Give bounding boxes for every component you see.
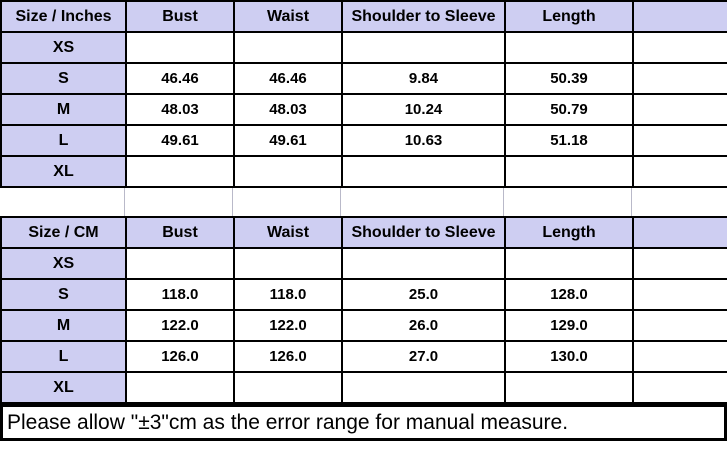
measurement-value-cell: 48.03 (233, 93, 343, 126)
column-header: Length (504, 0, 634, 33)
spacer-cell (632, 188, 727, 216)
size-label-cell: L (0, 124, 127, 157)
measurement-value-cell: 46.46 (233, 62, 343, 95)
size-label-cell: M (0, 309, 127, 342)
table-row: XL (0, 371, 727, 404)
measurement-value-cell (632, 278, 727, 311)
measurement-value-cell (341, 155, 506, 188)
measure-tolerance-note: Please allow "±3"cm as the error range f… (0, 404, 727, 441)
measurement-value-cell: 46.46 (125, 62, 235, 95)
size-label-cell: L (0, 340, 127, 373)
measurement-value-cell: 9.84 (341, 62, 506, 95)
measurement-value-cell: 126.0 (125, 340, 235, 373)
spacer-cell (341, 188, 504, 216)
measurement-value-cell (632, 309, 727, 342)
column-header: Bust (125, 0, 235, 33)
measurement-value-cell: 130.0 (504, 340, 634, 373)
measurement-value-cell (632, 247, 727, 280)
measurement-value-cell: 128.0 (504, 278, 634, 311)
table-row: XL (0, 155, 727, 188)
measurement-value-cell: 49.61 (125, 124, 235, 157)
size-label-cell: XS (0, 247, 127, 280)
measurement-value-cell (632, 31, 727, 64)
table-row: XS (0, 247, 727, 280)
size-label-cell: S (0, 62, 127, 95)
measurement-value-cell: 10.63 (341, 124, 506, 157)
measurement-value-cell (233, 31, 343, 64)
spacer-cell (125, 188, 233, 216)
table-spacer (0, 188, 727, 216)
measurement-value-cell: 49.61 (233, 124, 343, 157)
size-table-cm: Size / CM Bust Waist Shoulder to Sleeve Leng… (0, 216, 727, 404)
size-label-cell: XL (0, 155, 127, 188)
column-header: Bust (125, 216, 235, 249)
measurement-value-cell: 27.0 (341, 340, 506, 373)
measurement-value-cell (504, 155, 634, 188)
measurement-value-cell (632, 155, 727, 188)
table-row: S 118.0 118.0 25.0 128.0 (0, 278, 727, 311)
empty-header (632, 0, 727, 33)
measurement-value-cell (632, 124, 727, 157)
size-label-cell: XS (0, 31, 127, 64)
measurement-value-cell (125, 31, 235, 64)
column-header: Waist (233, 0, 343, 33)
measurement-value-cell: 50.39 (504, 62, 634, 95)
measurement-value-cell (632, 93, 727, 126)
measurement-value-cell (341, 247, 506, 280)
measurement-value-cell (233, 371, 343, 404)
table-row: M 48.03 48.03 10.24 50.79 (0, 93, 727, 126)
table-row: S 46.46 46.46 9.84 50.39 (0, 62, 727, 95)
measurement-value-cell: 25.0 (341, 278, 506, 311)
column-header: Shoulder to Sleeve (341, 216, 506, 249)
table-row: XS (0, 31, 727, 64)
header-row: Size / CM Bust Waist Shoulder to Sleeve Leng… (0, 216, 727, 249)
size-label-cell: XL (0, 371, 127, 404)
measurement-value-cell (233, 247, 343, 280)
table-row: L 126.0 126.0 27.0 130.0 (0, 340, 727, 373)
size-label-cell: S (0, 278, 127, 311)
column-header: Shoulder to Sleeve (341, 0, 506, 33)
spacer-cell (233, 188, 341, 216)
measurement-value-cell (504, 31, 634, 64)
spacer-cell (504, 188, 632, 216)
size-table-inches: Size / Inches Bust Waist Shoulder to Sleeve… (0, 0, 727, 188)
measurement-value-cell: 50.79 (504, 93, 634, 126)
measurement-value-cell (125, 155, 235, 188)
measurement-value-cell (125, 371, 235, 404)
size-unit-header: Size / Inches (0, 0, 127, 33)
measurement-value-cell (341, 371, 506, 404)
column-header: Length (504, 216, 634, 249)
measurement-value-cell: 122.0 (233, 309, 343, 342)
empty-header (632, 216, 727, 249)
measurement-value-cell: 48.03 (125, 93, 235, 126)
measurement-value-cell (125, 247, 235, 280)
header-row: Size / Inches Bust Waist Shoulder to Sleeve… (0, 0, 727, 33)
size-unit-header: Size / CM (0, 216, 127, 249)
measurement-value-cell (341, 31, 506, 64)
column-header: Waist (233, 216, 343, 249)
measurement-value-cell: 10.24 (341, 93, 506, 126)
measurement-value-cell: 118.0 (125, 278, 235, 311)
measurement-value-cell (632, 371, 727, 404)
table-row: M 122.0 122.0 26.0 129.0 (0, 309, 727, 342)
measurement-value-cell: 51.18 (504, 124, 634, 157)
measurement-value-cell: 26.0 (341, 309, 506, 342)
measurement-value-cell (632, 62, 727, 95)
table-row: L 49.61 49.61 10.63 51.18 (0, 124, 727, 157)
measurement-value-cell (504, 247, 634, 280)
size-label-cell: M (0, 93, 127, 126)
spacer-cell (0, 188, 125, 216)
measurement-value-cell (632, 340, 727, 373)
measurement-value-cell: 126.0 (233, 340, 343, 373)
measurement-value-cell: 129.0 (504, 309, 634, 342)
measurement-value-cell: 122.0 (125, 309, 235, 342)
measurement-value-cell (504, 371, 634, 404)
measurement-value-cell: 118.0 (233, 278, 343, 311)
measurement-value-cell (233, 155, 343, 188)
